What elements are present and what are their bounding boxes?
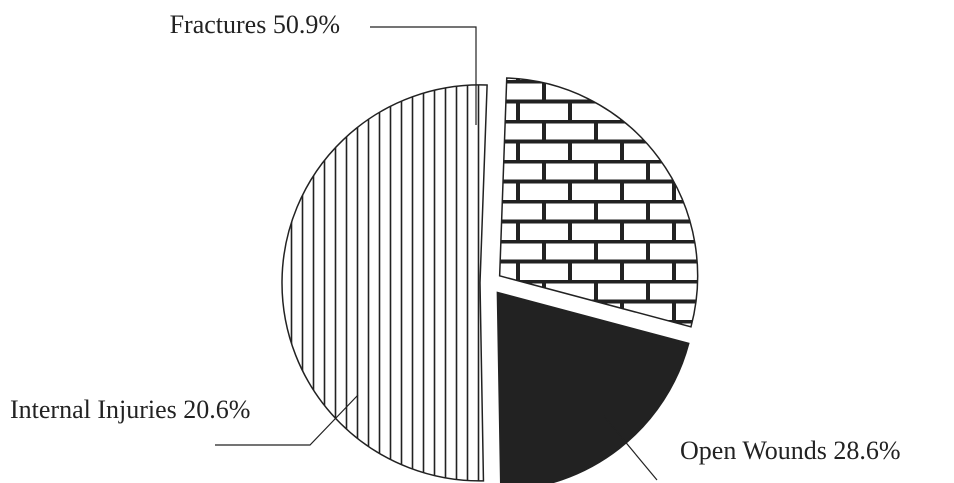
leader-line-internal-injuries <box>215 394 359 446</box>
slice-label-fractures: Fractures 50.9% <box>170 10 340 39</box>
pie-slice-open-wounds <box>498 77 699 328</box>
pie-slice-internal-injuries <box>496 291 690 483</box>
leader-line-open-wounds <box>602 414 658 481</box>
pie-slice-fractures <box>281 84 488 482</box>
slice-label-internal-injuries: Internal Injuries 20.6% <box>10 395 250 424</box>
slice-label-open-wounds: Open Wounds 28.6% <box>680 436 901 465</box>
leader-line-fractures <box>370 26 477 125</box>
